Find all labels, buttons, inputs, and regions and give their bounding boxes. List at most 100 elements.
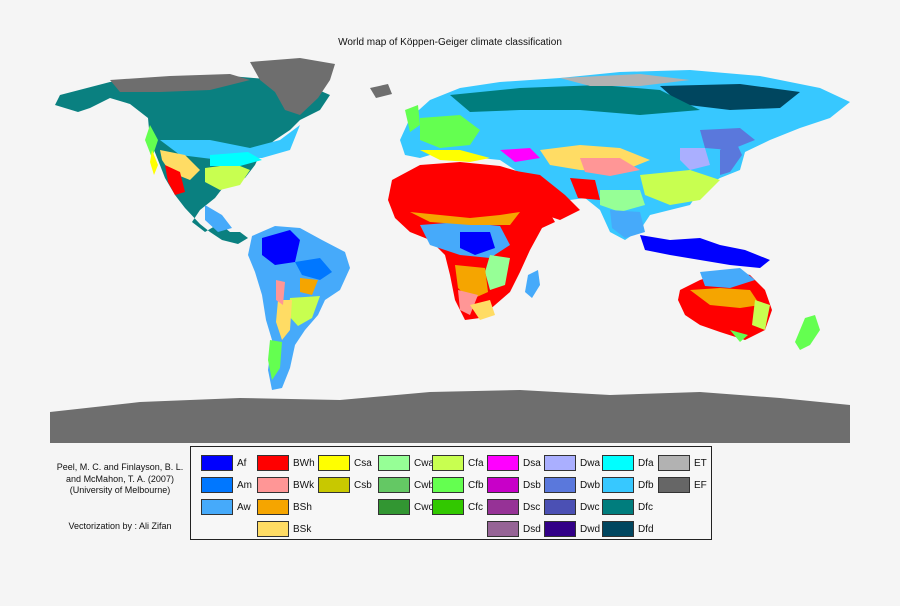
legend-swatch: [487, 477, 519, 493]
legend-swatch: [378, 477, 410, 493]
vectorization-credit: Vectorization by : Ali Zifan: [68, 521, 172, 531]
legend-label: Dfc: [638, 501, 653, 513]
legend-item-cfa: Cfa: [432, 455, 484, 471]
legend-label: Dwc: [580, 501, 600, 513]
legend-swatch: [201, 477, 233, 493]
legend-label: Am: [237, 479, 252, 491]
legend-item-dwc: Dwc: [544, 499, 599, 515]
legend-label: Dfd: [638, 523, 654, 535]
legend-swatch: [544, 477, 576, 493]
legend-swatch: [602, 477, 634, 493]
citation-line: and McMahon, T. A. (2007): [66, 473, 174, 484]
legend-item-cwa: Cwa: [378, 455, 434, 471]
legend-label: Csa: [354, 457, 372, 469]
legend-item-bsk: BSk: [257, 521, 311, 537]
legend-swatch: [201, 455, 233, 471]
legend-swatch: [257, 521, 289, 537]
legend-swatch: [544, 499, 576, 515]
citation-block: Peel, M. C. and Finlayson, B. L. and McM…: [50, 462, 190, 497]
legend-label: Dsd: [523, 523, 541, 535]
legend-item-dsd: Dsd: [487, 521, 541, 537]
legend-label: BWk: [293, 479, 315, 491]
legend-swatch: [544, 455, 576, 471]
legend-swatch: [318, 455, 350, 471]
legend-label: ET: [694, 457, 707, 469]
world-climate-map: [50, 58, 850, 443]
legend-label: Dsb: [523, 479, 541, 491]
legend-label: Dwd: [580, 523, 601, 535]
legend-item-dwa: Dwa: [544, 455, 600, 471]
legend-item-aw: Aw: [201, 499, 251, 515]
legend-item-dfb: Dfb: [602, 477, 654, 493]
climate-zones: [110, 74, 800, 380]
citation-line: Peel, M. C. and Finlayson, B. L.: [56, 462, 184, 472]
legend-item-dwb: Dwb: [544, 477, 600, 493]
legend-label: Dsa: [523, 457, 541, 469]
legend-label: Cfa: [468, 457, 484, 469]
legend-swatch: [487, 455, 519, 471]
legend-swatch: [544, 521, 576, 537]
legend-swatch: [487, 499, 519, 515]
legend-label: Cwb: [414, 479, 435, 491]
legend-swatch: [257, 499, 289, 515]
legend-item-dsa: Dsa: [487, 455, 541, 471]
legend-swatch: [257, 477, 289, 493]
legend-label: BWh: [293, 457, 315, 469]
legend-swatch: [602, 455, 634, 471]
legend-item-bsh: BSh: [257, 499, 312, 515]
legend-item-ef: EF: [658, 477, 707, 493]
legend-item-bwk: BWk: [257, 477, 314, 493]
legend-swatch: [318, 477, 350, 493]
arabia-landmass: [510, 170, 580, 220]
legend-item-cwc: Cwc: [378, 499, 433, 515]
legend-label: Dfb: [638, 479, 654, 491]
legend-swatch: [378, 455, 410, 471]
legend-swatch: [487, 521, 519, 537]
legend-swatch: [432, 477, 464, 493]
climate-legend: Af Am Aw BWh BWk BSh BSk Csa Csb Cwa Cwb Cwc Cfa Cfb C…: [190, 446, 712, 540]
map-title: World map of Köppen-Geiger climate class…: [338, 37, 562, 48]
legend-swatch: [602, 499, 634, 515]
legend-swatch: [201, 499, 233, 515]
legend-item-dfd: Dfd: [602, 521, 654, 537]
legend-item-bwh: BWh: [257, 455, 315, 471]
legend-label: Aw: [237, 501, 251, 513]
legend-swatch: [602, 521, 634, 537]
legend-item-dsc: Dsc: [487, 499, 540, 515]
legend-swatch: [378, 499, 410, 515]
legend-item-cfb: Cfb: [432, 477, 484, 493]
indonesia-landmass: [640, 235, 770, 268]
legend-label: Csb: [354, 479, 372, 491]
legend-label: Cfb: [468, 479, 484, 491]
legend-swatch: [432, 499, 464, 515]
madagascar-landmass: [525, 270, 540, 298]
antarctica-landmass: [50, 390, 850, 443]
legend-item-csb: Csb: [318, 477, 372, 493]
legend-label: EF: [694, 479, 707, 491]
legend-label: BSh: [293, 501, 312, 513]
legend-label: Dwa: [580, 457, 601, 469]
legend-label: Cwa: [414, 457, 435, 469]
legend-item-dsb: Dsb: [487, 477, 541, 493]
legend-label: BSk: [293, 523, 312, 535]
legend-label: Dfa: [638, 457, 654, 469]
legend-swatch: [257, 455, 289, 471]
north-america-landmass: [55, 76, 330, 244]
legend-swatch: [432, 455, 464, 471]
legend-label: Cfc: [468, 501, 483, 513]
legend-label: Dwb: [580, 479, 601, 491]
british-isles-landmass: [405, 105, 420, 132]
legend-label: Af: [237, 457, 247, 469]
legend-item-dfa: Dfa: [602, 455, 654, 471]
legend-item-cwb: Cwb: [378, 477, 434, 493]
new-zealand-landmass: [795, 315, 820, 350]
legend-item-cfc: Cfc: [432, 499, 483, 515]
legend-label: Dsc: [523, 501, 541, 513]
legend-item-am: Am: [201, 477, 252, 493]
legend-swatch: [658, 477, 690, 493]
legend-item-dwd: Dwd: [544, 521, 600, 537]
legend-item-csa: Csa: [318, 455, 372, 471]
legend-swatch: [658, 455, 690, 471]
citation-line: (University of Melbourne): [69, 485, 171, 495]
iceland-landmass: [370, 84, 392, 98]
